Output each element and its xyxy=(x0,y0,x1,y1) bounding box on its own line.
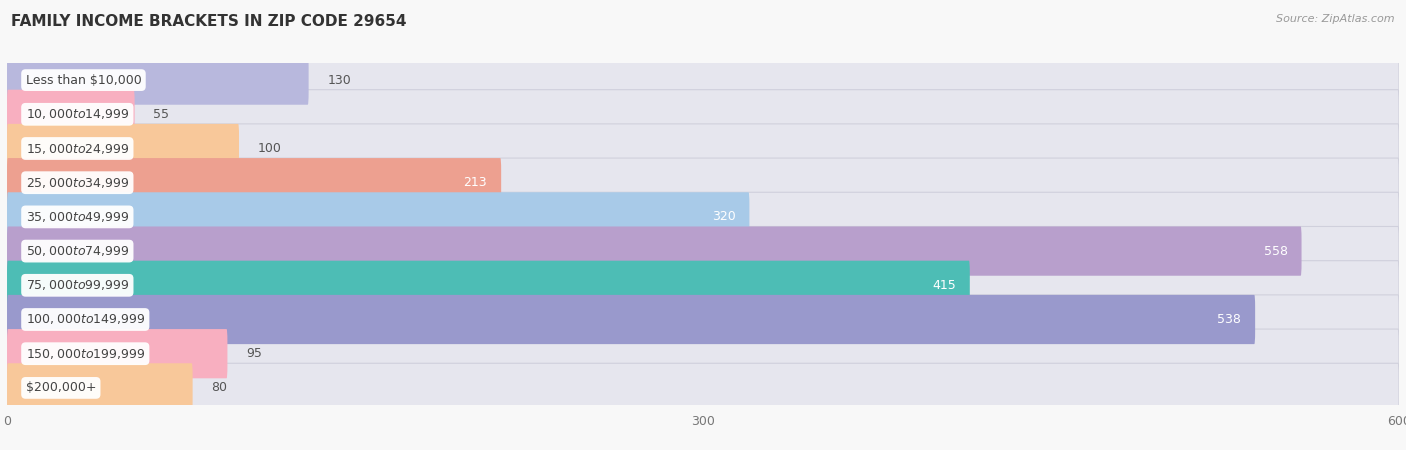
Text: 415: 415 xyxy=(932,279,956,292)
FancyBboxPatch shape xyxy=(7,192,1399,242)
Bar xyxy=(7,131,1399,166)
FancyBboxPatch shape xyxy=(7,158,501,207)
FancyBboxPatch shape xyxy=(7,363,193,413)
Text: 100: 100 xyxy=(257,142,281,155)
Text: $15,000 to $24,999: $15,000 to $24,999 xyxy=(25,141,129,156)
FancyBboxPatch shape xyxy=(7,124,1399,173)
FancyBboxPatch shape xyxy=(7,90,1399,139)
Text: $100,000 to $149,999: $100,000 to $149,999 xyxy=(25,312,145,327)
FancyBboxPatch shape xyxy=(7,158,1399,207)
Text: $25,000 to $34,999: $25,000 to $34,999 xyxy=(25,176,129,190)
Text: 213: 213 xyxy=(464,176,488,189)
FancyBboxPatch shape xyxy=(7,226,1399,276)
Text: $50,000 to $74,999: $50,000 to $74,999 xyxy=(25,244,129,258)
Text: 95: 95 xyxy=(246,347,262,360)
Text: Less than $10,000: Less than $10,000 xyxy=(25,74,142,86)
FancyBboxPatch shape xyxy=(7,363,1399,413)
FancyBboxPatch shape xyxy=(7,295,1256,344)
Text: $75,000 to $99,999: $75,000 to $99,999 xyxy=(25,278,129,293)
Text: FAMILY INCOME BRACKETS IN ZIP CODE 29654: FAMILY INCOME BRACKETS IN ZIP CODE 29654 xyxy=(11,14,406,28)
FancyBboxPatch shape xyxy=(7,261,970,310)
Text: 538: 538 xyxy=(1218,313,1241,326)
Text: $10,000 to $14,999: $10,000 to $14,999 xyxy=(25,107,129,122)
Bar xyxy=(7,302,1399,337)
FancyBboxPatch shape xyxy=(7,55,308,105)
Bar xyxy=(7,337,1399,371)
Text: 130: 130 xyxy=(328,74,352,86)
Text: $150,000 to $199,999: $150,000 to $199,999 xyxy=(25,346,145,361)
FancyBboxPatch shape xyxy=(7,90,135,139)
Text: $35,000 to $49,999: $35,000 to $49,999 xyxy=(25,210,129,224)
Bar xyxy=(7,63,1399,97)
Bar xyxy=(7,268,1399,302)
FancyBboxPatch shape xyxy=(7,295,1399,344)
Text: $200,000+: $200,000+ xyxy=(25,382,96,394)
Text: 80: 80 xyxy=(211,382,228,394)
Text: 558: 558 xyxy=(1264,245,1288,257)
FancyBboxPatch shape xyxy=(7,124,239,173)
FancyBboxPatch shape xyxy=(7,192,749,242)
FancyBboxPatch shape xyxy=(7,329,228,378)
Text: Source: ZipAtlas.com: Source: ZipAtlas.com xyxy=(1277,14,1395,23)
FancyBboxPatch shape xyxy=(7,329,1399,378)
Bar xyxy=(7,234,1399,268)
Bar xyxy=(7,97,1399,131)
Text: 320: 320 xyxy=(711,211,735,223)
FancyBboxPatch shape xyxy=(7,55,1399,105)
FancyBboxPatch shape xyxy=(7,226,1302,276)
FancyBboxPatch shape xyxy=(7,261,1399,310)
Bar xyxy=(7,371,1399,405)
Bar xyxy=(7,200,1399,234)
Text: 55: 55 xyxy=(153,108,169,121)
Bar xyxy=(7,166,1399,200)
